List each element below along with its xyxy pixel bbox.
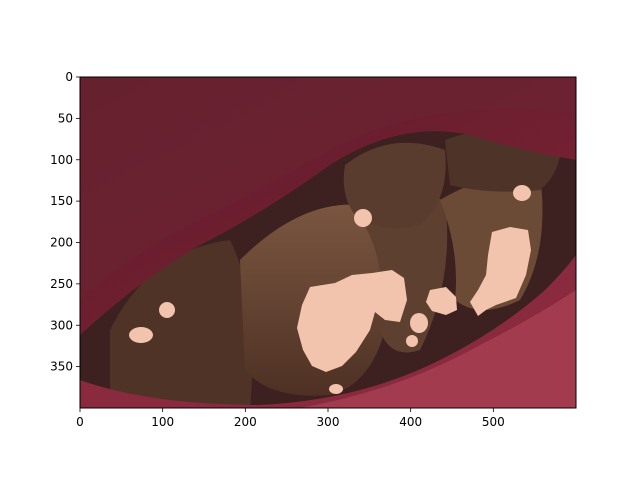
tooth-left (110, 240, 253, 408)
highlight-blob-small-1 (410, 313, 428, 333)
highlight-blob-top-right (513, 185, 531, 201)
upper-lip-shade (80, 77, 576, 300)
x-tick-label: 300 (317, 415, 340, 429)
x-axis: 0 100 200 300 400 500 (76, 408, 505, 429)
x-tick-label: 100 (151, 415, 174, 429)
highlight-overlay (129, 185, 531, 394)
highlight-blob-small-2 (406, 335, 418, 347)
lower-lip-highlight (300, 290, 576, 408)
highlight-blob-left-1 (129, 327, 153, 343)
y-tick-label: 300 (50, 318, 73, 332)
highlight-blob-center (297, 270, 407, 372)
y-tick-label: 0 (65, 70, 73, 84)
y-tick-label: 100 (50, 153, 73, 167)
y-tick-label: 50 (58, 111, 73, 125)
highlight-blob-upper (354, 209, 372, 227)
tooth-center-right (350, 196, 448, 353)
x-tick-label: 400 (399, 415, 422, 429)
x-tick-label: 0 (76, 415, 84, 429)
y-tick-label: 350 (50, 360, 73, 374)
x-tick-label: 200 (234, 415, 257, 429)
photo (80, 77, 576, 408)
y-tick-label: 200 (50, 236, 73, 250)
y-axis: 0 50 100 150 200 250 300 350 (50, 70, 80, 374)
y-tick-label: 150 (50, 194, 73, 208)
highlight-blob-mid (426, 287, 457, 315)
highlight-blob-left-2 (159, 302, 175, 318)
x-tick-label: 500 (482, 415, 505, 429)
tooth-upper (343, 142, 446, 229)
highlight-blob-bottom (329, 384, 343, 394)
highlight-blob-right (470, 227, 531, 316)
y-tick-label: 250 (50, 277, 73, 291)
